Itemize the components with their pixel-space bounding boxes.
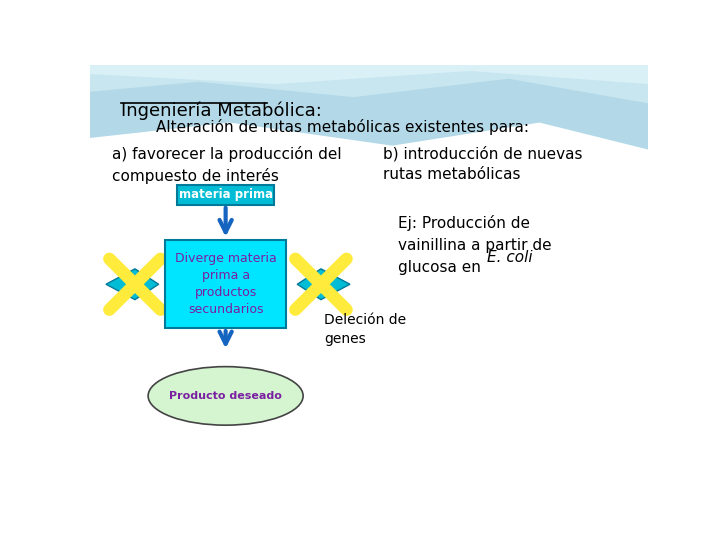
Text: Ingeniería Metabólica:: Ingeniería Metabólica: (121, 102, 322, 120)
Text: Diverge materia
prima a
productos
secundarios: Diverge materia prima a productos secund… (175, 252, 276, 316)
Polygon shape (297, 269, 350, 300)
Polygon shape (90, 65, 648, 84)
Text: Alteración de rutas metabólicas existentes para:: Alteración de rutas metabólicas existent… (156, 119, 529, 134)
Polygon shape (90, 65, 648, 103)
Text: Ej: Producción de
vainillina a partir de
glucosa en: Ej: Producción de vainillina a partir de… (398, 215, 552, 275)
Polygon shape (90, 65, 648, 150)
Text: Producto deseado: Producto deseado (169, 391, 282, 401)
Text: a) favorecer la producción del
compuesto de interés: a) favorecer la producción del compuesto… (112, 146, 341, 184)
Text: b) introducción de nuevas
rutas metabólicas: b) introducción de nuevas rutas metabóli… (383, 146, 582, 182)
Ellipse shape (148, 367, 303, 425)
Polygon shape (106, 269, 158, 300)
FancyBboxPatch shape (165, 240, 286, 328)
FancyBboxPatch shape (177, 185, 274, 205)
Text: materia prima: materia prima (179, 188, 273, 201)
Text: Deleción de
genes: Deleción de genes (324, 313, 406, 346)
Text: E. coli: E. coli (487, 249, 532, 265)
